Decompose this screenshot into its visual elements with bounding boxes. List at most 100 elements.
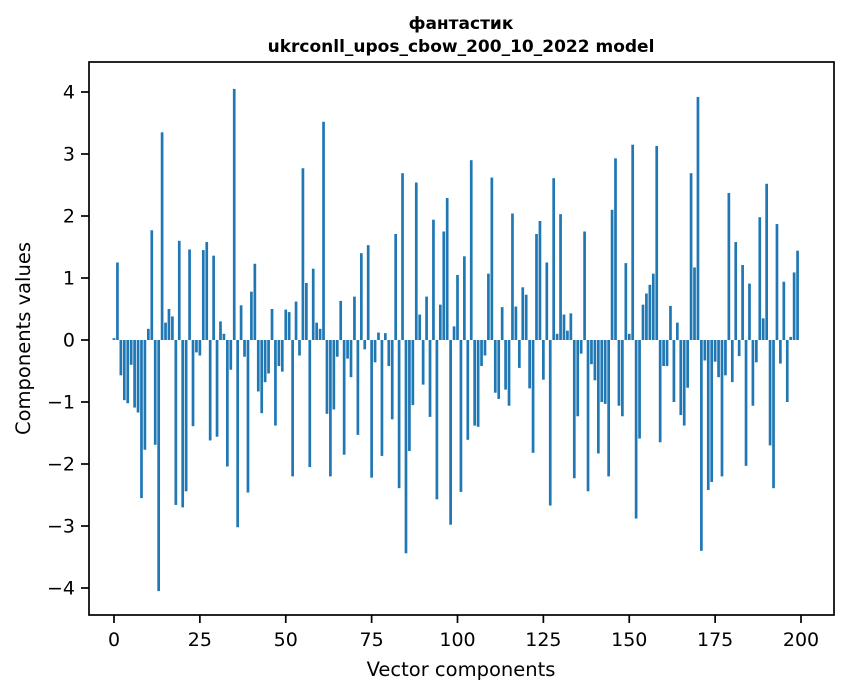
bar [682, 340, 686, 426]
bar [782, 281, 786, 340]
bar [535, 233, 538, 340]
bar [408, 340, 411, 451]
bar [136, 340, 140, 413]
bar [507, 340, 511, 406]
bar [253, 263, 257, 340]
bar [356, 340, 360, 435]
bar [483, 340, 487, 356]
bar [119, 340, 123, 376]
bar [164, 322, 167, 340]
bar [476, 340, 480, 427]
bar [184, 340, 188, 492]
bar [586, 340, 590, 492]
bar [473, 340, 477, 426]
bar [232, 88, 236, 341]
bar [562, 314, 566, 340]
bar [315, 322, 319, 340]
bar [239, 305, 243, 340]
bar [456, 274, 459, 340]
bar [428, 340, 432, 417]
bar [425, 296, 428, 340]
bar [617, 340, 621, 406]
y-tick-label: 0 [63, 330, 75, 352]
bar [792, 272, 796, 340]
bar [459, 340, 463, 492]
bar [603, 340, 607, 404]
x-tick-label: 175 [697, 629, 733, 651]
bar [514, 306, 518, 340]
bar [713, 340, 717, 362]
bar [349, 340, 353, 378]
bar [153, 340, 157, 445]
bar [160, 132, 164, 340]
bar [638, 340, 641, 439]
bar [789, 336, 793, 340]
bar [401, 173, 404, 340]
bar [246, 340, 250, 493]
bar [542, 340, 545, 380]
x-tick-label: 0 [108, 629, 120, 651]
bar [298, 340, 301, 356]
bar [167, 309, 171, 340]
bar [346, 340, 349, 359]
bar [181, 340, 185, 508]
bar [452, 326, 456, 340]
bar [497, 340, 501, 399]
y-tick-label: 2 [63, 206, 75, 228]
bar [370, 340, 373, 478]
y-tick-label: −2 [47, 454, 75, 476]
bar [363, 340, 367, 350]
bar [143, 340, 147, 450]
x-tick-label: 75 [360, 629, 384, 651]
x-axis-label: Vector components [367, 658, 556, 681]
bar [147, 328, 150, 340]
bar [466, 340, 470, 440]
bar [256, 340, 260, 392]
bar [435, 340, 439, 500]
bar [607, 340, 610, 477]
bar [569, 313, 573, 340]
bar [700, 340, 703, 551]
bar [126, 340, 130, 404]
bar [775, 224, 779, 340]
bar [274, 340, 277, 426]
chart-title-line1: фантастик [409, 14, 514, 34]
x-tick-label: 150 [611, 629, 647, 651]
bar [737, 340, 741, 357]
bar [524, 294, 528, 340]
bar [208, 340, 212, 441]
bar [188, 249, 191, 340]
bar [648, 284, 652, 340]
bar [229, 340, 233, 370]
bar [531, 340, 535, 453]
bar [445, 198, 449, 340]
bar [122, 340, 126, 401]
bar [325, 340, 329, 414]
bar [665, 340, 669, 367]
bar [748, 283, 751, 340]
bars [112, 88, 799, 592]
bar [675, 322, 679, 340]
bar [596, 340, 600, 454]
x-tick-label: 125 [525, 629, 561, 651]
bar [201, 250, 205, 340]
bar [755, 340, 758, 363]
bar [768, 340, 772, 446]
bar [191, 340, 195, 427]
y-axis-label: Components values [12, 242, 35, 435]
bar [150, 230, 154, 340]
bar [116, 262, 119, 340]
bar [744, 340, 748, 466]
bar [133, 340, 136, 408]
bar [710, 340, 714, 482]
bar [260, 340, 264, 414]
x-tick-label: 25 [188, 629, 212, 651]
x-tick-label: 50 [274, 629, 298, 651]
bar [552, 178, 556, 340]
bar [301, 168, 305, 340]
bar [171, 316, 174, 340]
bar [177, 240, 181, 340]
y-tick-label: 3 [63, 144, 75, 166]
bar [651, 273, 655, 340]
bar [655, 145, 659, 340]
